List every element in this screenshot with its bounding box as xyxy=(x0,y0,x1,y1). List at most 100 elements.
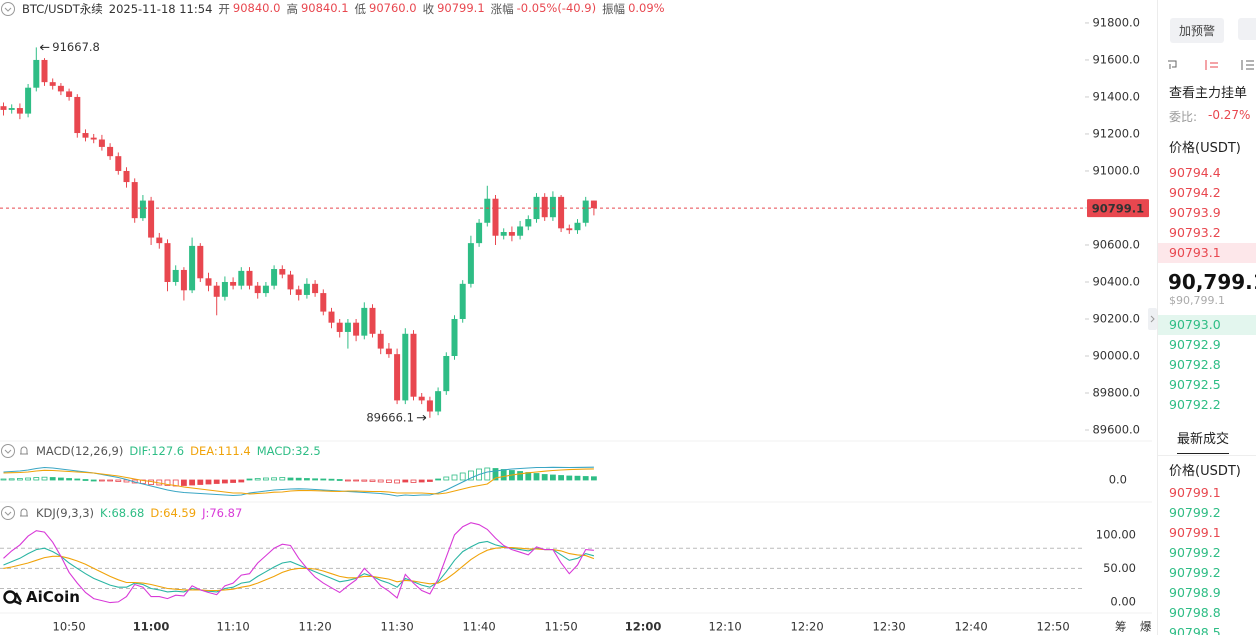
candle-body xyxy=(8,108,15,110)
depth-link[interactable]: 查看主力挂单 xyxy=(1169,86,1248,101)
candle-body xyxy=(549,196,556,218)
x-tick-label: 11:10 xyxy=(217,620,250,634)
pane-title: MACD(12,26,9) xyxy=(36,444,124,458)
low-label: 89666.1 xyxy=(366,410,414,424)
macd-bar xyxy=(566,475,573,481)
legend-item: MACD:32.5 xyxy=(257,444,321,458)
macd-bar xyxy=(99,479,105,482)
candle-body xyxy=(385,348,392,355)
macd-bar xyxy=(8,478,15,481)
candle-body xyxy=(582,200,589,223)
trades-header: 价格(USDT) xyxy=(1169,464,1241,479)
candle-body xyxy=(295,289,302,295)
candle-body xyxy=(98,139,105,147)
x-tick-label: 12:40 xyxy=(955,620,988,634)
logo-icon xyxy=(3,590,23,606)
d-line xyxy=(3,546,595,592)
macd-bar xyxy=(238,479,245,483)
macd-bar xyxy=(369,479,376,482)
macd-bar xyxy=(312,478,319,481)
candle-body xyxy=(394,354,401,401)
legend-value: 32.5 xyxy=(295,444,321,458)
candle-body xyxy=(476,222,483,244)
macd-bar xyxy=(451,474,458,481)
macd-bar xyxy=(550,474,556,481)
candle-body xyxy=(25,87,32,114)
x-tick-label: 11:30 xyxy=(381,620,414,634)
y-tick-label: 91800.0 xyxy=(1092,15,1140,29)
field-value: 90840.1 xyxy=(300,1,349,15)
view-icons[interactable] xyxy=(1166,57,1256,73)
candle-body xyxy=(459,283,466,319)
macd-bar xyxy=(385,479,392,483)
y-tick-label: 100.00 xyxy=(1096,527,1136,541)
candle-body xyxy=(246,270,253,286)
macd-bar xyxy=(107,479,113,482)
macd-bar xyxy=(410,479,417,483)
candle-body xyxy=(361,307,368,336)
candle-body xyxy=(566,228,573,231)
panel-toggle[interactable] xyxy=(1148,308,1157,330)
candle-body xyxy=(279,269,286,275)
macd-bar xyxy=(525,472,532,481)
more-button[interactable] xyxy=(1238,18,1256,40)
candle-body xyxy=(320,293,327,312)
datetime: 2025-11-18 11:54 xyxy=(108,2,213,16)
top-cut xyxy=(1158,0,1256,10)
macd-bar xyxy=(279,477,286,481)
candle-body xyxy=(369,307,376,334)
x-tick-label: 12:20 xyxy=(791,620,824,634)
trade-price: 90799.1 xyxy=(1169,525,1221,540)
x-tick-label: 10:50 xyxy=(53,620,86,634)
field-value: -0.05%(-40.9) xyxy=(516,1,597,15)
last-price-usd: $90,799.1 xyxy=(1169,294,1225,307)
pane-title: KDJ(9,3,3) xyxy=(36,506,95,520)
candle-body xyxy=(180,269,187,291)
candle-body xyxy=(74,96,81,134)
candle-body xyxy=(353,322,360,336)
macd-bar xyxy=(582,476,589,481)
candle-body xyxy=(517,226,524,236)
candle-body xyxy=(197,245,204,279)
ask-price: 90793.9 xyxy=(1169,205,1221,220)
macd-bar xyxy=(361,479,368,482)
legend-label: K: xyxy=(100,506,112,520)
candle-body xyxy=(484,198,491,223)
trades-tab[interactable]: 最新成交 xyxy=(1177,428,1230,454)
collapse-icon[interactable] xyxy=(0,1,16,17)
x-tick-label: 11:00 xyxy=(133,620,170,634)
ohlc-field: 开 90840.0 xyxy=(218,1,280,17)
candle-body xyxy=(164,243,171,282)
candle-body xyxy=(467,243,474,284)
alert-button[interactable]: 加预警 xyxy=(1170,18,1225,43)
pane-icons[interactable] xyxy=(0,443,30,459)
pane-icons[interactable] xyxy=(0,505,30,521)
candle-body xyxy=(0,106,7,110)
candle-body xyxy=(107,146,114,157)
legend-label: J: xyxy=(202,506,210,520)
candle-body xyxy=(90,137,97,140)
field-value: 90799.1 xyxy=(437,1,485,15)
field-label: 涨幅 xyxy=(490,2,514,16)
macd-bar xyxy=(574,475,581,481)
dea-line xyxy=(3,468,594,495)
trade-price: 90799.2 xyxy=(1169,505,1221,520)
ratio-label: 委比: xyxy=(1169,110,1198,124)
candle-body xyxy=(254,285,261,294)
x-tick-label: 11:50 xyxy=(545,620,578,634)
candle-body xyxy=(410,333,417,397)
y-tick-label: 50.00 xyxy=(1103,561,1136,575)
bid-price: 90793.0 xyxy=(1158,315,1256,335)
legend-item: DIF:127.6 xyxy=(129,444,184,458)
candle-body xyxy=(123,170,130,183)
legend-value: 127.6 xyxy=(151,444,185,458)
candle-body xyxy=(82,133,89,138)
ask-price: 90793.2 xyxy=(1169,225,1221,240)
candle-body xyxy=(66,91,73,97)
candle-body xyxy=(312,283,319,294)
candle-body xyxy=(328,311,335,323)
bid-price: 90792.5 xyxy=(1169,377,1221,392)
macd-bar xyxy=(33,477,40,481)
legend-label: MACD: xyxy=(256,444,296,458)
macd-bar xyxy=(205,479,212,485)
